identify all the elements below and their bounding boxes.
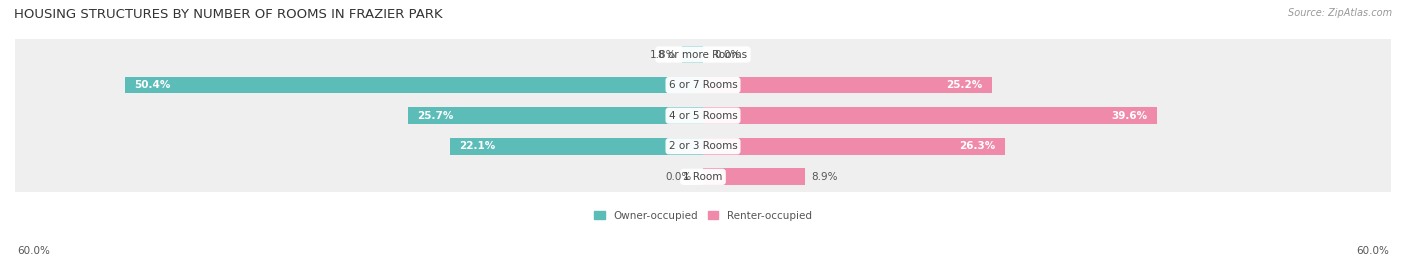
Text: 8 or more Rooms: 8 or more Rooms — [658, 49, 748, 59]
Bar — [450, 138, 703, 155]
Bar — [703, 168, 806, 185]
Bar — [703, 138, 1004, 155]
Bar — [125, 77, 703, 94]
Bar — [15, 131, 1391, 162]
Bar — [15, 162, 1391, 192]
Text: 2 or 3 Rooms: 2 or 3 Rooms — [669, 141, 737, 151]
Text: 26.3%: 26.3% — [959, 141, 995, 151]
Text: 25.7%: 25.7% — [418, 111, 454, 121]
Bar — [408, 107, 703, 124]
Bar — [15, 100, 1391, 131]
Bar — [703, 77, 993, 94]
Text: 39.6%: 39.6% — [1112, 111, 1147, 121]
Text: 60.0%: 60.0% — [1357, 246, 1389, 256]
Text: 25.2%: 25.2% — [946, 80, 983, 90]
Bar — [15, 39, 1391, 70]
Bar — [703, 107, 1157, 124]
Text: 6 or 7 Rooms: 6 or 7 Rooms — [669, 80, 737, 90]
Text: 8.9%: 8.9% — [811, 172, 838, 182]
Text: 60.0%: 60.0% — [17, 246, 49, 256]
Text: Source: ZipAtlas.com: Source: ZipAtlas.com — [1288, 8, 1392, 18]
Text: 1.8%: 1.8% — [650, 49, 676, 59]
Text: HOUSING STRUCTURES BY NUMBER OF ROOMS IN FRAZIER PARK: HOUSING STRUCTURES BY NUMBER OF ROOMS IN… — [14, 8, 443, 21]
Text: 50.4%: 50.4% — [134, 80, 170, 90]
Text: 22.1%: 22.1% — [458, 141, 495, 151]
Bar — [15, 70, 1391, 100]
Bar — [682, 46, 703, 63]
Text: 0.0%: 0.0% — [714, 49, 741, 59]
Text: 4 or 5 Rooms: 4 or 5 Rooms — [669, 111, 737, 121]
Text: 0.0%: 0.0% — [665, 172, 692, 182]
Text: 1 Room: 1 Room — [683, 172, 723, 182]
Legend: Owner-occupied, Renter-occupied: Owner-occupied, Renter-occupied — [595, 211, 811, 221]
